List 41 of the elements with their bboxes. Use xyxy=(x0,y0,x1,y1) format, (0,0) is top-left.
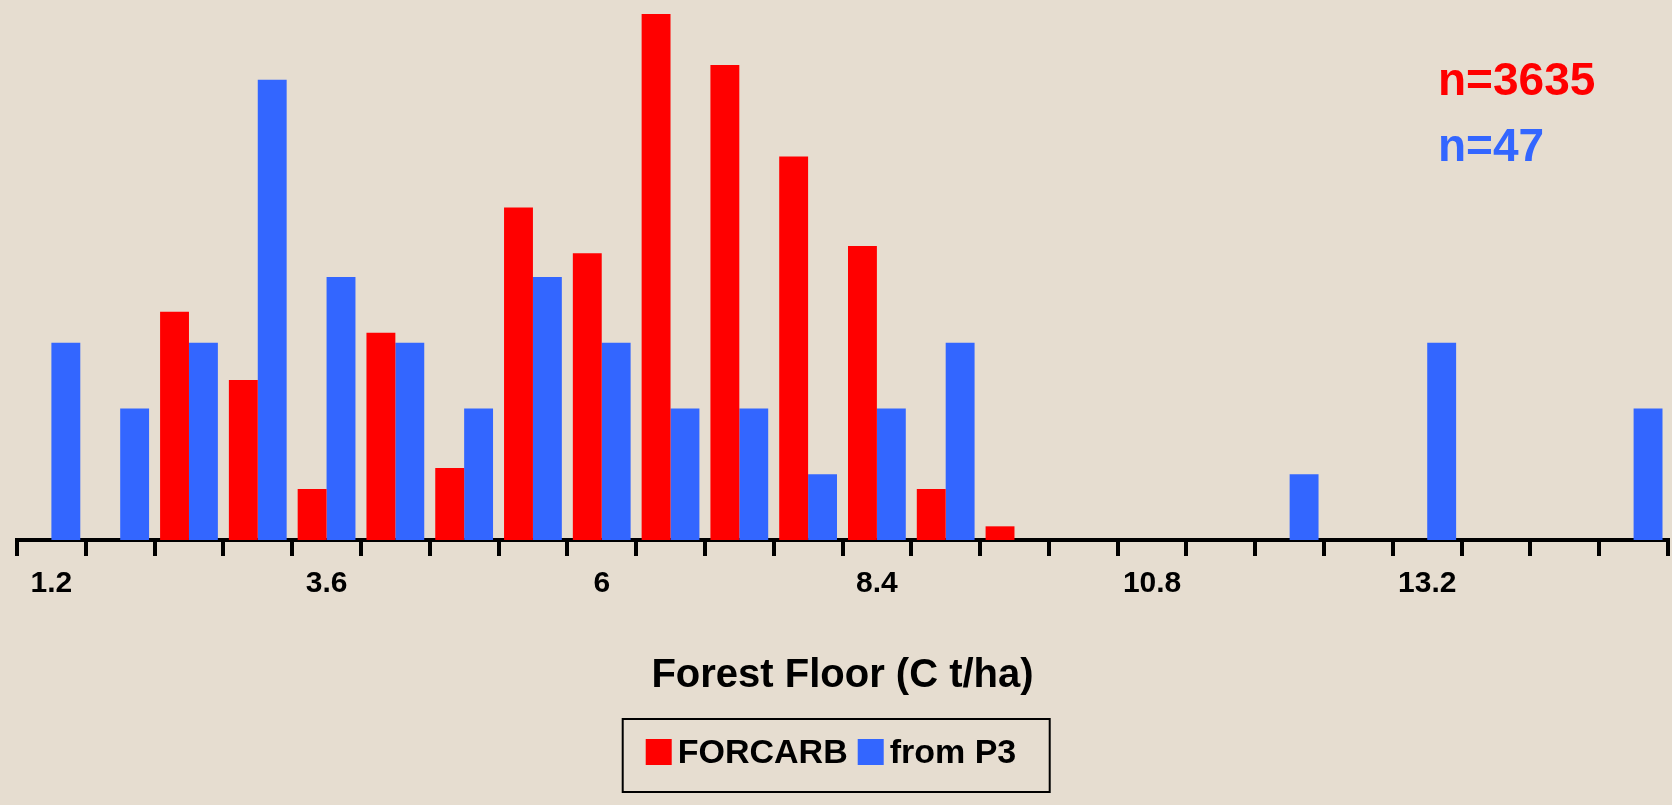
bar xyxy=(916,488,946,540)
bar xyxy=(188,342,218,540)
x-axis-title: Forest Floor (C t/ha) xyxy=(651,651,1034,696)
annotation: n=3635 xyxy=(1438,52,1596,105)
bar xyxy=(601,342,631,540)
bar xyxy=(808,474,837,540)
bar xyxy=(572,253,602,540)
bar xyxy=(257,79,287,540)
x-tick-label: 1.2 xyxy=(30,565,73,599)
bar xyxy=(464,408,494,540)
bar xyxy=(435,467,465,540)
bar xyxy=(532,277,562,540)
bar xyxy=(1633,408,1663,540)
x-tick-label: 10.8 xyxy=(1122,565,1182,599)
annotation: n=47 xyxy=(1438,118,1545,171)
x-tick-label: 8.4 xyxy=(856,565,899,599)
bar xyxy=(641,14,671,540)
bar xyxy=(228,380,258,540)
bar xyxy=(326,277,356,540)
x-tick-label: 3.6 xyxy=(305,565,348,599)
bar xyxy=(504,207,533,540)
bar xyxy=(51,342,81,540)
bar xyxy=(670,408,700,540)
bar xyxy=(366,332,396,540)
bar xyxy=(297,488,327,540)
bar xyxy=(1289,474,1319,540)
bar xyxy=(848,245,877,540)
x-tick-label: 6 xyxy=(593,565,611,599)
bar xyxy=(160,311,189,540)
legend-label: from P3 xyxy=(888,732,1017,770)
bar xyxy=(779,156,809,540)
bar xyxy=(985,526,1015,540)
bar xyxy=(1427,342,1457,540)
bar xyxy=(876,408,906,540)
bar xyxy=(710,65,740,540)
legend-label: FORCARB xyxy=(676,732,848,770)
bar xyxy=(739,408,769,540)
bar xyxy=(945,342,975,540)
x-tick-label: 13.2 xyxy=(1398,565,1457,599)
bar xyxy=(395,342,425,540)
bar xyxy=(120,408,150,540)
